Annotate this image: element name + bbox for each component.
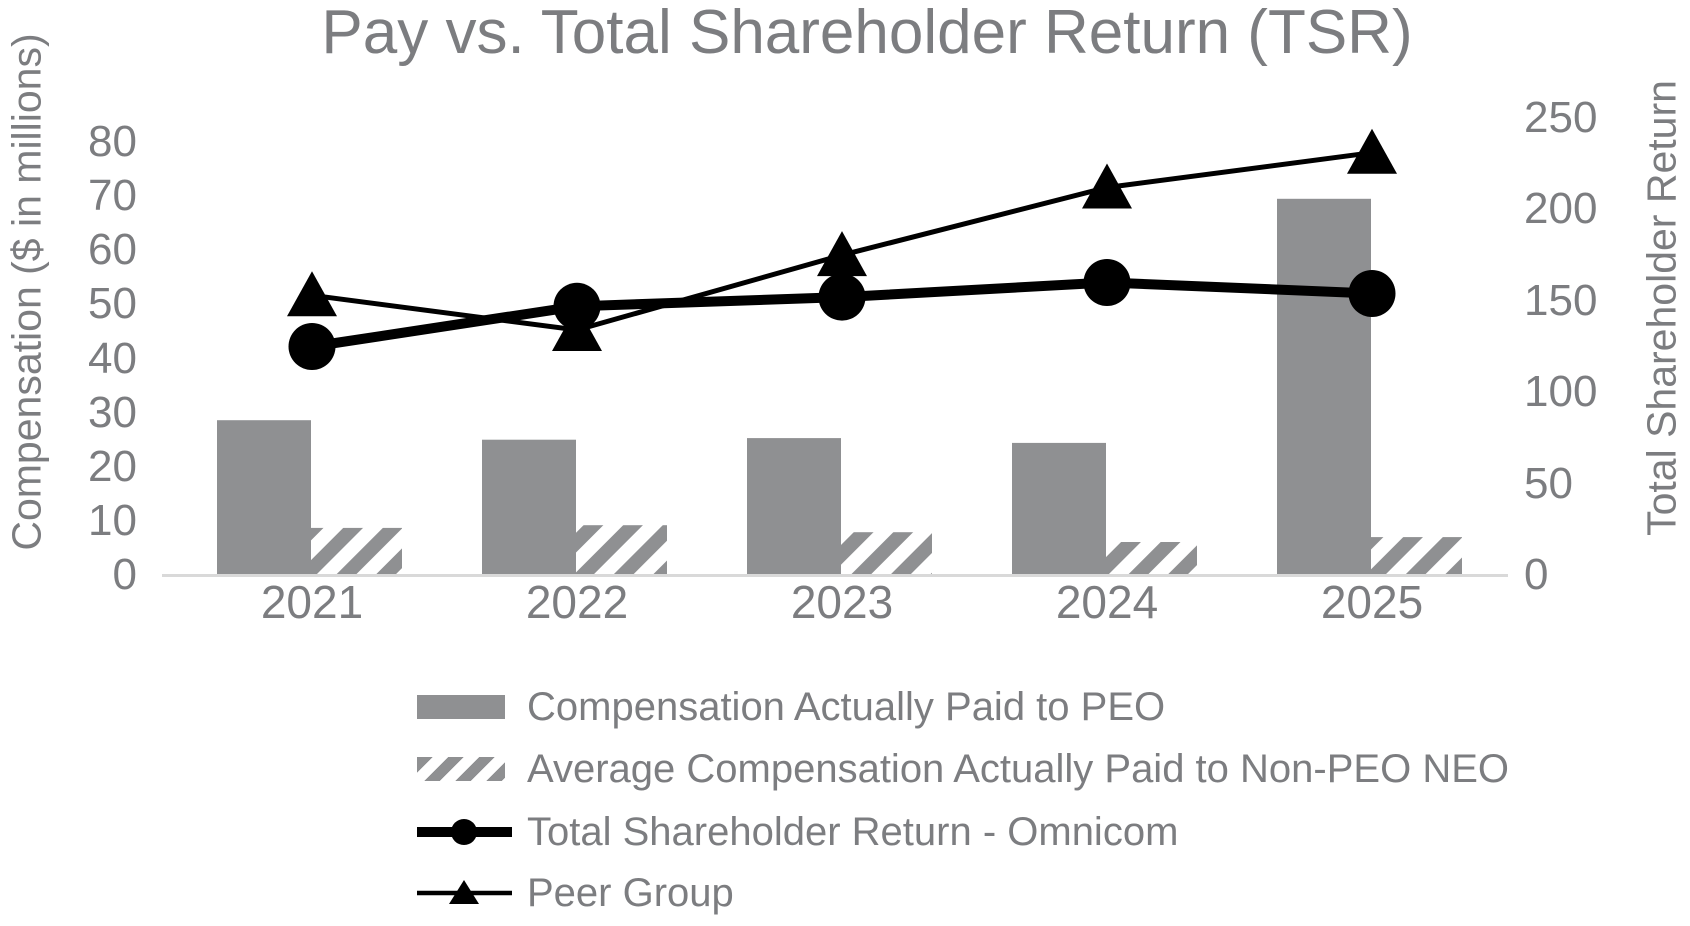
legend-item-peer-group: Peer Group xyxy=(417,871,734,915)
peer-group-marker-2025 xyxy=(1347,128,1397,174)
tsr-omnicom-marker-2022 xyxy=(553,282,601,330)
bar-nonpeo-2022 xyxy=(576,525,667,575)
right-axis-tick-50: 50 xyxy=(1524,459,1573,508)
x-axis-label-2021: 2021 xyxy=(260,576,364,628)
bar-nonpeo-2023 xyxy=(841,532,932,575)
left-axis-tick-80: 80 xyxy=(88,117,137,166)
peer-group-marker-2021 xyxy=(287,271,337,317)
legend-label: Compensation Actually Paid to PEO xyxy=(527,684,1166,729)
left-axis-tick-30: 30 xyxy=(88,388,137,437)
peer-group-marker-2023 xyxy=(817,231,867,277)
left-axis-tick-0: 0 xyxy=(112,550,137,599)
left-axis-tick-70: 70 xyxy=(88,171,137,220)
legend-label: Average Compensation Actually Paid to No… xyxy=(527,746,1509,791)
x-axis-label-2024: 2024 xyxy=(1055,576,1159,628)
x-axis-label-2022: 2022 xyxy=(525,576,629,628)
left-axis-tick-50: 50 xyxy=(88,279,137,328)
hatched-bar-swatch-icon xyxy=(417,757,505,781)
legend-label: Peer Group xyxy=(527,870,734,915)
bar-nonpeo-2021 xyxy=(311,527,402,575)
tsr-omnicom-marker-2025 xyxy=(1348,270,1396,317)
right-axis-tick-100: 100 xyxy=(1524,367,1598,416)
right-axis-tick-0: 0 xyxy=(1524,550,1549,599)
x-axis-label-2025: 2025 xyxy=(1320,576,1424,628)
line-triangle-marker-icon xyxy=(417,880,512,904)
right-axis-tick-150: 150 xyxy=(1524,276,1598,325)
tsr-omnicom-marker-2021 xyxy=(288,323,336,370)
bar-peo-2021 xyxy=(217,420,311,575)
legend-label: Total Shareholder Return - Omnicom xyxy=(527,809,1179,854)
left-axis-tick-40: 40 xyxy=(88,334,137,383)
left-axis-tick-60: 60 xyxy=(88,225,137,274)
left-axis-tick-10: 10 xyxy=(88,496,137,545)
chart-title: Pay vs. Total Shareholder Return (TSR) xyxy=(321,0,1413,67)
line-circle-marker-icon xyxy=(417,819,512,845)
bar-peo-2023 xyxy=(747,438,841,575)
right-axis-tick-250: 250 xyxy=(1524,93,1598,142)
bar-peo-2025 xyxy=(1277,198,1371,576)
bar-nonpeo-2025 xyxy=(1371,537,1462,575)
peer-group-marker-2024 xyxy=(1082,163,1132,209)
legend-item-peo-compensation: Compensation Actually Paid to PEO xyxy=(417,685,1165,729)
tsr-omnicom-marker-2024 xyxy=(1083,259,1131,306)
left-axis-tick-20: 20 xyxy=(88,442,137,491)
bar-peo-2022 xyxy=(482,439,576,575)
x-axis-label-2023: 2023 xyxy=(790,576,894,628)
legend-item-nonpeo-compensation: Average Compensation Actually Paid to No… xyxy=(417,747,1509,791)
legend-item-tsr-omnicom: Total Shareholder Return - Omnicom xyxy=(417,810,1178,854)
bar-peo-2024 xyxy=(1012,442,1106,575)
solid-bar-swatch-icon xyxy=(417,695,505,719)
tsr-omnicom-marker-2023 xyxy=(818,273,866,321)
bar-nonpeo-2024 xyxy=(1106,542,1197,575)
right-axis-tick-200: 200 xyxy=(1524,184,1598,233)
